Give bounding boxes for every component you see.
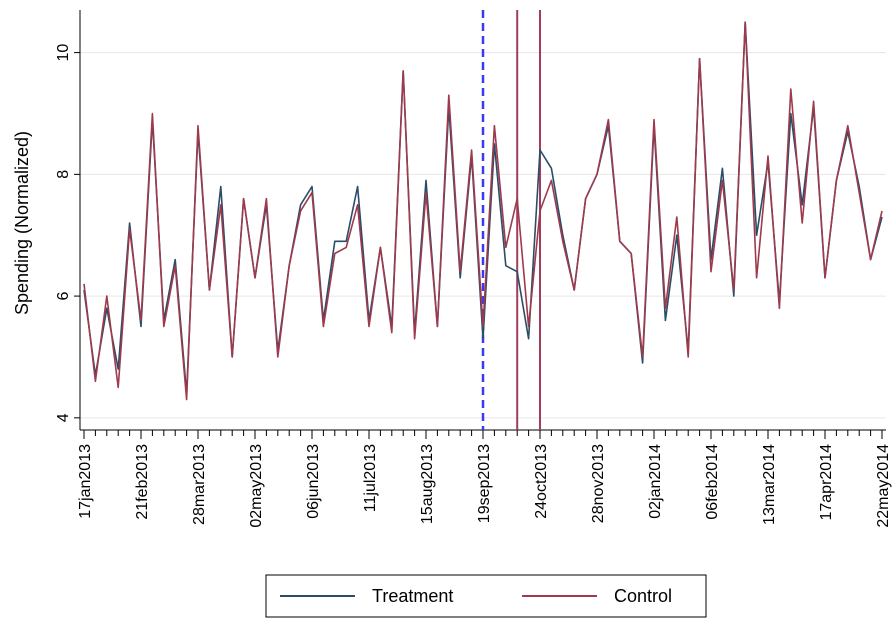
x-tick-label: 06jun2013 <box>305 444 322 519</box>
series-line-control <box>83 21 883 401</box>
x-tick-label: 02jan2014 <box>647 444 664 519</box>
x-tick-label: 15aug2013 <box>419 444 436 524</box>
x-tick-label: 06feb2014 <box>704 444 721 520</box>
event-markers <box>481 10 541 430</box>
x-tick-label: 11jul2013 <box>362 444 379 512</box>
x-tick-label: 19sep2013 <box>476 444 493 523</box>
axes: 4 6 8 10 17jan2013 21feb2013 28mar2013 02may201… <box>55 10 892 528</box>
y-axis-title: Spending (Normalized) <box>12 131 32 315</box>
legend: Treatment Control <box>265 574 707 618</box>
legend-label-treatment: Treatment <box>372 586 453 606</box>
x-tick-label: 22may2014 <box>875 444 892 528</box>
y-tick-label: 4 <box>55 413 72 422</box>
x-tick-label: 13mar2014 <box>761 444 778 525</box>
x-tick-label: 17jan2013 <box>77 444 94 519</box>
x-tick-label: 24oct2013 <box>533 444 550 519</box>
y-tick-label: 10 <box>55 44 72 62</box>
x-tick-label: 28mar2013 <box>191 444 208 525</box>
x-tick-label: 28nov2013 <box>590 444 607 523</box>
legend-label-control: Control <box>614 586 672 606</box>
series-lines <box>83 21 883 401</box>
x-tick-label: 17apr2014 <box>818 444 835 521</box>
x-tick-label: 21feb2013 <box>134 444 151 520</box>
x-tick-label: 02may2013 <box>248 444 265 528</box>
y-tick-label: 8 <box>55 170 72 179</box>
y-tick-label: 6 <box>55 292 72 301</box>
